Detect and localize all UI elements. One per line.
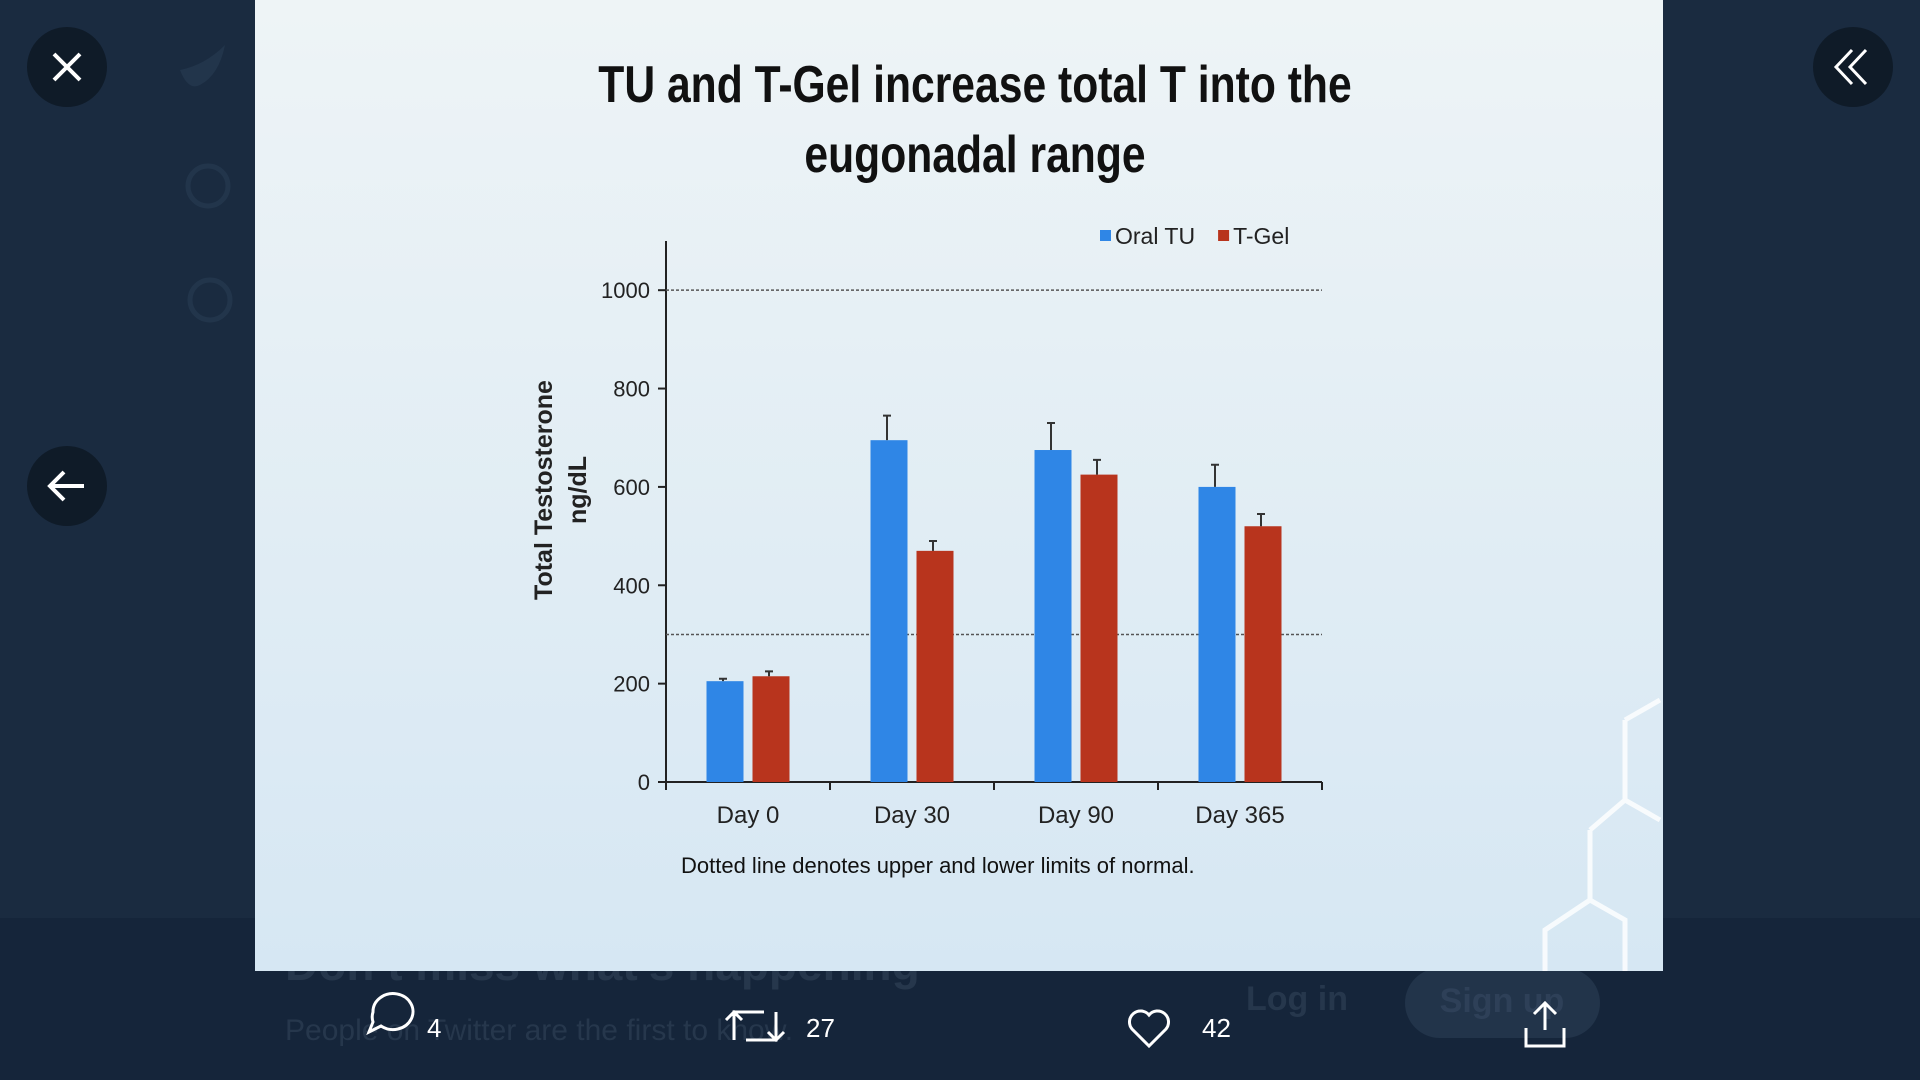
slide	[255, 0, 1663, 971]
decoration	[1542, 697, 1662, 971]
bar	[1080, 474, 1118, 782]
bar	[916, 550, 954, 782]
error-bar	[1047, 421, 1055, 451]
y-tick-label: 600	[613, 475, 650, 500]
close-icon	[52, 52, 82, 82]
bar	[752, 676, 790, 782]
signup-button[interactable]	[1405, 968, 1600, 1038]
y-tick-label: 0	[638, 770, 650, 795]
search-icon	[185, 163, 231, 209]
error-bar	[1211, 463, 1219, 487]
y-tick-label: 800	[613, 377, 650, 402]
retweet-icon[interactable]	[724, 1009, 786, 1043]
error-bar	[1257, 512, 1265, 527]
x-tick-label: Day 30	[874, 802, 950, 829]
x-tick-label: Day 90	[1038, 802, 1114, 829]
back-icon	[47, 470, 84, 502]
error-bar	[765, 670, 773, 677]
y-axis-label: ng/dL	[564, 456, 592, 524]
legend-label: Oral TU	[1115, 223, 1195, 249]
error-bar	[719, 677, 727, 682]
like-count: 42	[1202, 1013, 1231, 1043]
x-tick-label: Day 365	[1195, 802, 1284, 829]
chart-note: Dotted line denotes upper and lower limi…	[681, 853, 1195, 878]
error-bar	[1093, 458, 1101, 475]
y-tick-label: 200	[613, 672, 650, 697]
y-tick-label: 1000	[601, 278, 650, 303]
legend-label: T-Gel	[1233, 223, 1289, 249]
bar	[706, 681, 744, 782]
y-tick-label: 400	[613, 573, 650, 598]
error-bar	[883, 414, 891, 441]
bar	[1034, 450, 1072, 782]
settings-icon	[187, 277, 233, 323]
bar	[870, 440, 908, 782]
y-axis-label: Total Testosterone	[530, 380, 558, 600]
legend-swatch	[1218, 230, 1230, 241]
banner-text: People on Twitter are the first to know.	[285, 1014, 793, 1047]
legend-swatch	[1100, 230, 1111, 241]
login[interactable]: Log in	[1246, 980, 1348, 1018]
reply-count: 4	[427, 1013, 441, 1043]
share-icon[interactable]	[1524, 1000, 1566, 1048]
collapse-button[interactable]	[1813, 27, 1893, 107]
chart: 0 200 400 600 800 1000 Total Testosterone ng/dL…	[530, 223, 1323, 878]
bar	[1244, 526, 1282, 782]
retweet-count: 27	[806, 1013, 835, 1043]
bar	[1198, 486, 1236, 782]
chart-title: TU and T-Gel increase total T into the e…	[598, 56, 1352, 184]
like-icon[interactable]	[1128, 1009, 1170, 1049]
collapse-icon	[1833, 48, 1868, 86]
bird-icon	[180, 45, 225, 87]
x-tick-label: Day 0	[717, 802, 780, 829]
error-bar	[929, 540, 937, 551]
reply-icon[interactable]	[366, 992, 415, 1036]
